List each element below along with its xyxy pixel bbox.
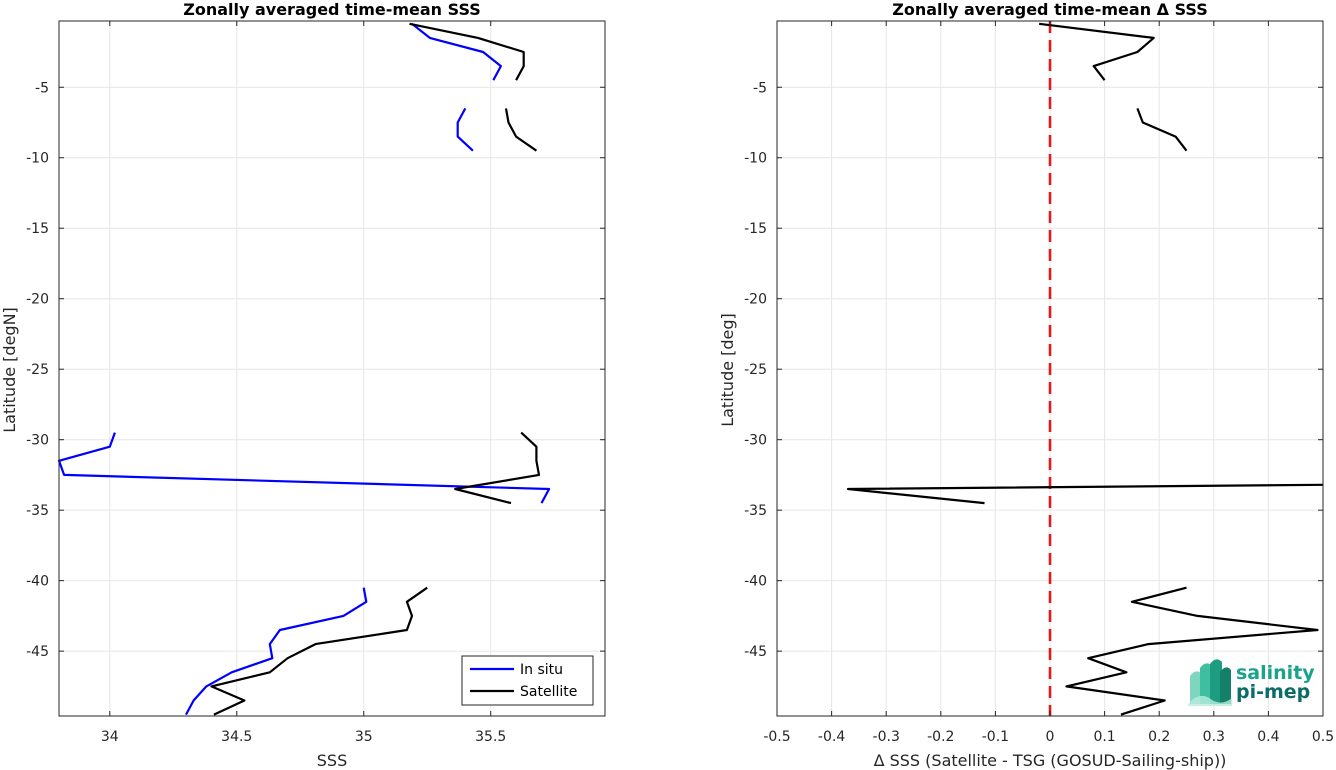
- right-x-axis-label: Δ SSS (Satellite - TSG (GOSUD-Sailing-sh…: [874, 751, 1227, 770]
- left-ticks: 34 34.5 35 35.5 -5 -10 -15 -20 -25 -30 -35 -40 -45: [26, 21, 605, 745]
- y-tick-label: -40: [26, 574, 49, 590]
- y-tick-label: -35: [744, 503, 767, 519]
- y-tick-label: -15: [26, 221, 49, 237]
- left-panel: 34 34.5 35 35.5 -5 -10 -15 -20 -25 -30 -35 -40 -45 Z…: [0, 0, 606, 770]
- x-tick-label: 0.3: [1203, 729, 1225, 745]
- x-tick-label: 35.5: [475, 729, 506, 745]
- y-tick-label: -45: [744, 644, 767, 660]
- series-line-in-situ: [57, 432, 551, 504]
- y-tick-label: -15: [744, 221, 767, 237]
- logo-line-2: pi-mep: [1236, 681, 1310, 703]
- series-line-satellite: [454, 431, 541, 505]
- series-line-series-0: [846, 483, 1324, 505]
- legend-label-in-situ: In situ: [520, 662, 563, 678]
- left-plot-area: [59, 21, 605, 716]
- x-tick-label: -0.5: [763, 729, 790, 745]
- x-tick-label: 0.2: [1148, 729, 1170, 745]
- y-tick-label: -30: [744, 433, 767, 449]
- right-y-axis-label: Latitude [deg]: [718, 313, 737, 427]
- salinity-pi-mep-logo: salinity pi-mep: [1188, 659, 1315, 706]
- x-tick-label: 0.4: [1257, 729, 1279, 745]
- series-line-series-0: [1065, 586, 1319, 716]
- x-tick-label: 0.1: [1093, 729, 1115, 745]
- left-title: Zonally averaged time-mean SSS: [183, 0, 481, 19]
- y-tick-label: -5: [753, 80, 767, 96]
- series-line-satellite: [409, 22, 525, 81]
- x-tick-label: 34: [101, 729, 119, 745]
- legend-box: [461, 655, 594, 706]
- series-line-in-situ: [185, 587, 368, 716]
- logo-line-1: salinity: [1236, 662, 1315, 684]
- legend-label-satellite: Satellite: [520, 684, 577, 700]
- y-tick-label: -5: [35, 80, 49, 96]
- x-tick-label: 34.5: [221, 729, 252, 745]
- y-tick-label: -35: [26, 503, 49, 519]
- series-line-in-situ: [411, 22, 502, 81]
- x-tick-label: -0.1: [982, 729, 1009, 745]
- y-tick-label: -25: [26, 362, 49, 378]
- x-tick-label: -0.4: [818, 729, 845, 745]
- x-tick-label: 0.5: [1312, 729, 1334, 745]
- x-tick-label: 35: [355, 729, 373, 745]
- right-ticks: -0.5 -0.4 -0.3 -0.2 -0.1 0 0.1 0.2 0.3 0.4 0.5 -5 -1…: [744, 21, 1334, 745]
- y-tick-label: -20: [26, 292, 49, 308]
- y-tick-label: -20: [744, 292, 767, 308]
- y-tick-label: -10: [26, 151, 49, 167]
- y-tick-label: -25: [744, 362, 767, 378]
- x-tick-label: 0: [1046, 729, 1055, 745]
- y-tick-label: -30: [26, 433, 49, 449]
- x-tick-label: -0.2: [927, 729, 954, 745]
- y-tick-label: -10: [744, 151, 767, 167]
- y-tick-label: -40: [744, 574, 767, 590]
- series-line-satellite: [504, 108, 538, 152]
- right-series: [846, 21, 1324, 716]
- x-tick-label: -0.3: [873, 729, 900, 745]
- logo-wave-icon: [1188, 659, 1232, 706]
- series-line-satellite: [210, 586, 428, 716]
- series-line-series-0: [1136, 108, 1188, 152]
- left-grid: [59, 21, 605, 716]
- left-x-axis-label: SSS: [317, 751, 347, 770]
- left-axes-box: [58, 20, 606, 717]
- y-tick-label: -45: [26, 644, 49, 660]
- right-panel: -0.5 -0.4 -0.3 -0.2 -0.1 0 0.1 0.2 0.3 0.4 0.5 -5 -1…: [718, 0, 1334, 770]
- left-series: [57, 22, 551, 716]
- series-line-series-0: [1038, 22, 1155, 81]
- legend: In situ Satellite: [461, 655, 594, 706]
- series-line-in-situ: [456, 107, 474, 152]
- left-y-axis-label: Latitude [degN]: [0, 307, 19, 433]
- right-title: Zonally averaged time-mean Δ SSS: [892, 0, 1208, 19]
